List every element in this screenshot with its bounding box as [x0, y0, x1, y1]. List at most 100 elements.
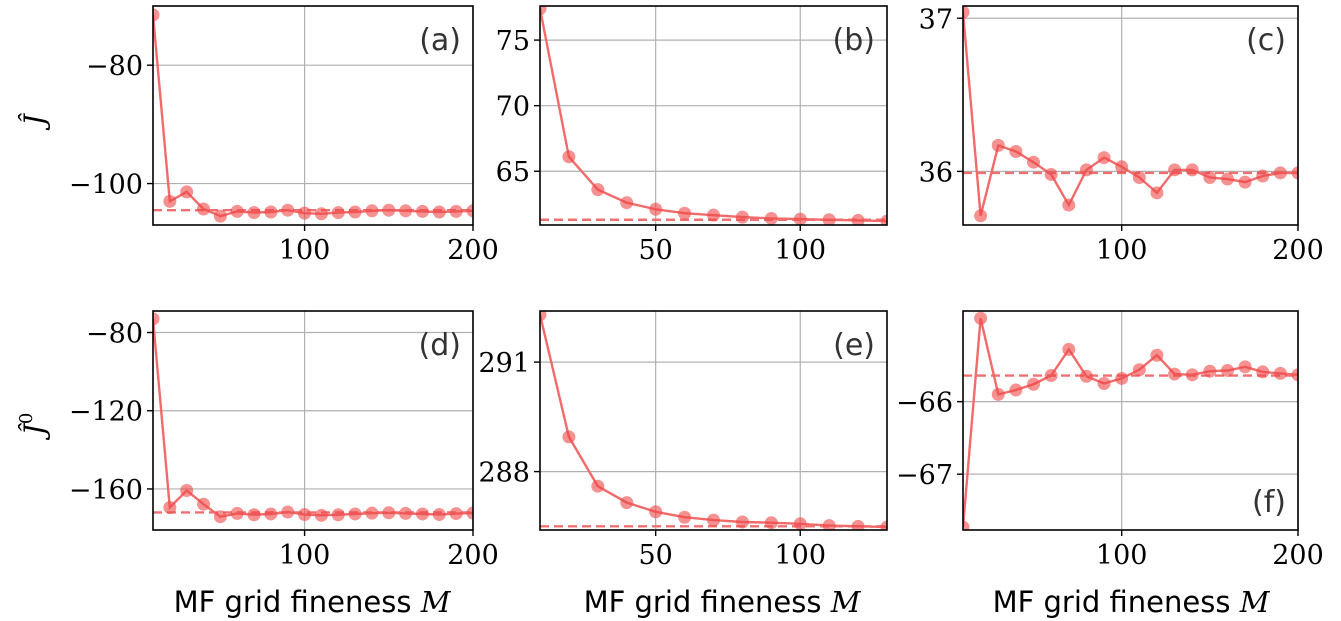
- y-tick-label-e-1: 288: [478, 458, 530, 489]
- data-point-e-7: [735, 515, 749, 529]
- data-point-a-13: [365, 204, 379, 218]
- data-point-a-0: [153, 8, 160, 22]
- data-point-f-3: [1009, 383, 1023, 397]
- panel-e: (e) 50 100 291 288: [478, 310, 888, 571]
- data-point-e-4: [649, 505, 663, 519]
- data-point-a-1: [163, 194, 177, 208]
- panel-label-c: (c): [1246, 23, 1286, 58]
- data-point-d-14: [382, 506, 396, 520]
- x-tick-label-f-1: 200: [1272, 540, 1324, 571]
- data-point-a-4: [213, 209, 227, 223]
- data-point-b-0: [540, 6, 547, 16]
- y-tick-label-e-0: 291: [478, 348, 530, 379]
- data-point-e-1: [562, 430, 576, 444]
- y-tick-label-f-1: −67: [896, 460, 953, 491]
- data-point-f-18: [1273, 366, 1287, 380]
- panel-a: (a) 100 200 −80 −100: [69, 5, 499, 266]
- data-point-f-0: [963, 520, 970, 530]
- data-point-d-16: [415, 507, 429, 521]
- x-tick-label-c-0: 100: [1096, 235, 1148, 266]
- data-point-d-15: [399, 506, 413, 520]
- data-point-f-1: [974, 311, 988, 325]
- y-axis-label-top: Ĵ: [18, 113, 51, 131]
- x-tick-label-a-0: 100: [279, 235, 331, 266]
- data-point-d-12: [348, 507, 362, 521]
- y-tick-label-d-2: −160: [69, 475, 143, 506]
- data-point-a-6: [247, 206, 261, 220]
- axes-frame-b: [539, 5, 888, 226]
- data-point-c-19: [1291, 166, 1298, 180]
- axes-frame-a: [152, 5, 474, 226]
- data-point-d-5: [230, 506, 244, 520]
- plot-area-d: [153, 312, 473, 524]
- data-point-d-11: [331, 508, 345, 522]
- plot-area-e: [540, 311, 887, 530]
- data-point-e-0: [540, 311, 547, 322]
- data-point-e-9: [793, 517, 807, 530]
- series-line-f: [963, 318, 1298, 528]
- x-tick-label-d-0: 100: [279, 540, 331, 571]
- data-point-b-6: [707, 208, 720, 222]
- data-point-d-4: [213, 510, 227, 524]
- data-point-a-16: [415, 204, 429, 218]
- data-point-a-10: [314, 207, 328, 221]
- data-point-f-7: [1079, 369, 1093, 383]
- x-tick-label-f-0: 100: [1096, 540, 1148, 571]
- data-point-d-0: [153, 312, 160, 326]
- data-point-d-19: [466, 506, 473, 520]
- plot-area-a: [153, 8, 473, 223]
- x-tick-label-d-1: 200: [447, 540, 499, 571]
- data-point-c-13: [1185, 163, 1199, 177]
- data-point-a-9: [298, 206, 312, 220]
- data-point-b-4: [649, 202, 663, 216]
- data-point-f-8: [1097, 377, 1111, 391]
- data-point-f-5: [1044, 369, 1058, 383]
- data-point-d-7: [264, 507, 278, 521]
- data-point-f-2: [991, 387, 1005, 401]
- panels: (a) 100 200 −80 −100 (b) 50 100 75 70 65 (c) 100 200 3…: [69, 4, 1324, 571]
- panel-label-d: (d): [419, 328, 461, 363]
- axes-frame-f: [962, 310, 1299, 531]
- data-point-d-10: [314, 508, 328, 522]
- panel-b: (b) 50 100 75 70 65: [496, 5, 888, 266]
- data-point-e-8: [764, 516, 778, 530]
- data-point-f-19: [1291, 368, 1298, 382]
- data-point-a-18: [449, 204, 463, 218]
- data-point-c-18: [1273, 166, 1287, 180]
- data-point-f-15: [1220, 363, 1234, 377]
- panel-label-f: (f): [1252, 485, 1286, 520]
- data-point-c-9: [1115, 160, 1129, 174]
- data-point-a-12: [348, 205, 362, 219]
- data-point-f-13: [1185, 368, 1199, 382]
- data-point-f-16: [1238, 360, 1252, 374]
- data-point-d-17: [432, 508, 446, 522]
- data-point-c-10: [1132, 171, 1146, 185]
- panel-f: (f) 100 200 −66 −67: [896, 310, 1324, 571]
- data-point-d-8: [281, 505, 295, 519]
- y-tick-label-a-1: −100: [69, 170, 143, 201]
- data-point-c-15: [1220, 172, 1234, 186]
- data-point-a-19: [466, 204, 473, 218]
- data-point-e-12: [880, 520, 887, 530]
- x-tick-label-b-0: 50: [638, 235, 672, 266]
- y-tick-label-b-1: 70: [496, 92, 530, 123]
- panel-c: (c) 100 200 37 36: [919, 4, 1324, 266]
- data-point-b-9: [793, 212, 807, 225]
- x-tick-label-a-1: 200: [447, 235, 499, 266]
- data-point-f-12: [1168, 367, 1182, 381]
- data-point-c-6: [1062, 198, 1076, 212]
- plot-area-b: [540, 6, 887, 225]
- y-tick-label-f-0: −66: [896, 388, 953, 419]
- data-point-c-5: [1044, 167, 1058, 181]
- data-point-e-5: [678, 510, 692, 524]
- data-point-c-7: [1079, 163, 1093, 177]
- data-point-f-9: [1115, 371, 1129, 385]
- y-tick-label-a-0: −80: [86, 51, 143, 82]
- data-point-c-0: [963, 6, 970, 19]
- data-point-d-9: [298, 508, 312, 522]
- y-tick-label-b-0: 75: [496, 26, 530, 57]
- data-point-d-6: [247, 508, 261, 522]
- data-point-f-11: [1150, 348, 1164, 362]
- data-point-c-1: [974, 209, 988, 223]
